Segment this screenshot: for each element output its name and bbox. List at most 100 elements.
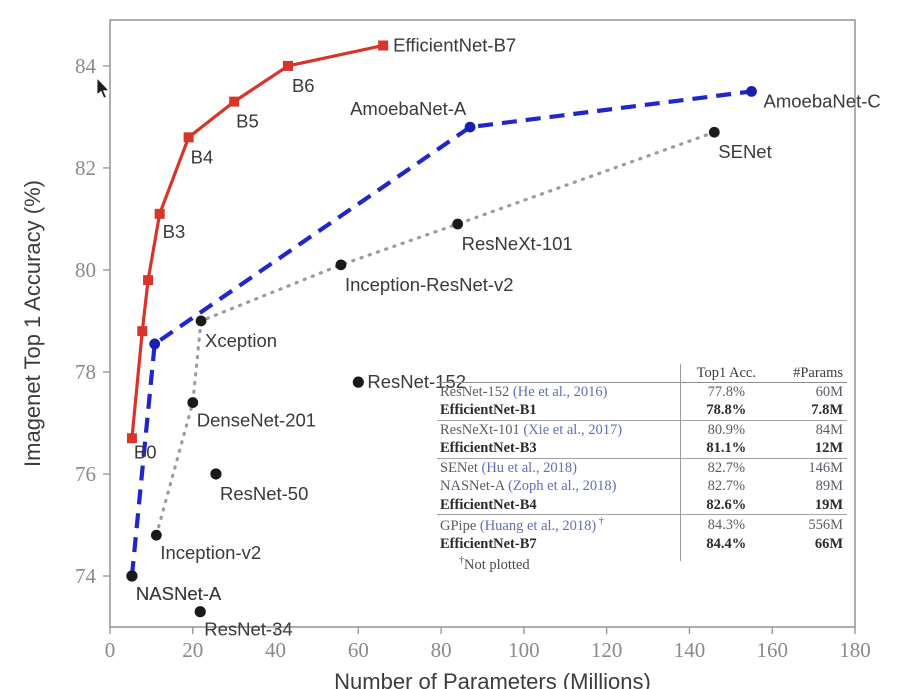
x-tick-label: 60 xyxy=(348,638,369,662)
citation: (Huang et al., 2018) xyxy=(476,517,597,534)
model-name: NASNet-A xyxy=(440,478,505,494)
series-line-resnet-inception-senet xyxy=(154,130,716,537)
model-name: EfficientNet-B4 xyxy=(440,496,537,513)
table-cell-params: 556M xyxy=(808,516,843,533)
data-point-marker xyxy=(352,376,364,388)
point-label: ResNeXt-101 xyxy=(462,233,573,254)
results-table: Top1 Acc. #Params ResNet-152 (He et al., 2… xyxy=(437,364,847,574)
model-name: ResNet-152 xyxy=(440,383,510,400)
table-header-acc: Top1 Acc. xyxy=(696,365,756,381)
x-tick-label: 20 xyxy=(182,638,203,662)
table-cell-model: ResNeXt-101 (Xie et al., 2017) xyxy=(437,420,683,439)
table-header-row: Top1 Acc. #Params xyxy=(437,364,847,382)
plot-frame xyxy=(109,19,856,628)
model-name: ResNeXt-101 xyxy=(440,421,520,438)
series-line-efficientnet xyxy=(130,43,384,439)
table-row: ResNeXt-101 (Xie et al., 2017) 80.9% 84M xyxy=(437,420,847,439)
table-rule xyxy=(437,457,847,459)
model-name: GPipe xyxy=(440,517,477,534)
y-axis-title: Imagenet Top 1 Accuracy (%) xyxy=(20,180,45,467)
x-tick-label: 40 xyxy=(265,638,286,662)
data-point-marker xyxy=(143,275,154,286)
table-cell-accuracy: 84.3% xyxy=(707,516,746,533)
point-label: ResNet-34 xyxy=(204,619,292,640)
data-point-marker xyxy=(154,208,165,219)
results-table-grid: Top1 Acc. #Params ResNet-152 (He et al., 2… xyxy=(437,364,847,574)
model-name: EfficientNet-B1 xyxy=(440,402,537,418)
table-rule xyxy=(437,419,847,421)
data-point-marker xyxy=(183,132,194,143)
y-tick-label: 82 xyxy=(75,156,96,180)
x-tick-label: 80 xyxy=(431,638,452,662)
y-tick-label: 74 xyxy=(75,564,97,588)
plot-border xyxy=(109,19,856,628)
model-name: EfficientNet-B7 xyxy=(440,536,537,553)
data-point-marker xyxy=(126,570,138,582)
point-label: SENet xyxy=(718,141,771,162)
table-cell-model: EfficientNet-B7 xyxy=(437,535,683,554)
table-vertical-rule xyxy=(680,364,682,561)
table-cell-params: 7.8M xyxy=(811,402,843,418)
point-label: B3 xyxy=(163,221,186,242)
axis-ticks: 0 20 40 60 80 100 120 140 160 180 74 76 78 80 82 84 xyxy=(75,54,871,662)
point-label: Inception-v2 xyxy=(160,542,261,563)
table-cell-model: ResNet-152 (He et al., 2016) xyxy=(437,382,683,401)
table-rule xyxy=(437,514,847,515)
data-point-marker xyxy=(282,60,293,71)
data-point-marker xyxy=(150,529,162,541)
citation: (Hu et al., 2018) xyxy=(477,459,577,476)
table-cell-params: 89M xyxy=(815,478,843,494)
table-cell-model: GPipe (Huang et al., 2018) † xyxy=(437,515,683,536)
data-point-marker xyxy=(746,86,757,97)
point-label: AmoebaNet-C xyxy=(764,90,881,111)
citation: (Zoph et al., 2018) xyxy=(504,478,617,494)
data-point-marker xyxy=(464,121,476,133)
point-label: ResNet-50 xyxy=(220,483,308,504)
table-cell-accuracy: 82.7% xyxy=(707,478,746,494)
x-tick-label: 160 xyxy=(756,638,788,662)
x-tick-label: 120 xyxy=(591,638,623,662)
x-tick-label: 140 xyxy=(674,638,706,662)
data-point-marker xyxy=(229,96,240,107)
point-label: NASNet-A xyxy=(136,583,222,604)
table-cell-accuracy: 82.7% xyxy=(707,459,746,476)
table-cell-params: 19M xyxy=(814,496,843,513)
point-label: AmoebaNet-A xyxy=(350,98,467,119)
table-header-params: #Params xyxy=(793,365,843,381)
footnote-text: Not plotted xyxy=(464,556,530,573)
data-point-marker xyxy=(137,326,148,337)
point-label: B4 xyxy=(191,146,214,167)
y-tick-label: 78 xyxy=(75,360,96,384)
citation: (He et al., 2016) xyxy=(509,383,608,400)
model-name: SENet xyxy=(440,459,478,476)
point-labels: B0 B3 B4 B5 B6 EfficientNet-B7 NASNet-A AmoebaN… xyxy=(134,35,881,640)
data-point-marker xyxy=(708,126,720,138)
table-footnote: †Not plotted xyxy=(437,554,847,574)
data-point-marker xyxy=(187,397,199,408)
y-tick-label: 84 xyxy=(75,54,97,78)
point-label: B0 xyxy=(134,441,157,462)
series-line-amoebanet-nasnet xyxy=(129,89,752,577)
dagger-marker: † xyxy=(596,516,604,527)
table-cell-params: 146M xyxy=(808,459,843,476)
table-row: SENet (Hu et al., 2018) 82.7% 146M xyxy=(437,458,847,477)
data-point-marker xyxy=(195,315,207,327)
table-row: EfficientNet-B7 84.4% 66M xyxy=(437,535,847,554)
table-cell-params: 60M xyxy=(815,383,843,400)
data-point-marker xyxy=(335,259,347,271)
data-point-marker xyxy=(210,468,222,480)
y-tick-label: 76 xyxy=(75,462,96,486)
table-cell-accuracy: 84.4% xyxy=(706,536,747,553)
x-tick-label: 180 xyxy=(839,638,871,662)
table-row: NASNet-A (Zoph et al., 2018) 82.7% 89M xyxy=(437,477,847,496)
data-point-marker xyxy=(378,40,389,51)
footnote-marker: † xyxy=(459,554,464,566)
table-row: EfficientNet-B3 81.1% 12M xyxy=(437,439,847,458)
table-cell-model: EfficientNet-B3 xyxy=(437,439,683,458)
table-row: EfficientNet-B4 82.6% 19M xyxy=(437,496,847,515)
x-tick-label: 100 xyxy=(508,638,540,662)
model-name: EfficientNet-B3 xyxy=(440,440,537,456)
point-label: B5 xyxy=(236,111,259,132)
table-cell-params: 84M xyxy=(815,421,843,438)
